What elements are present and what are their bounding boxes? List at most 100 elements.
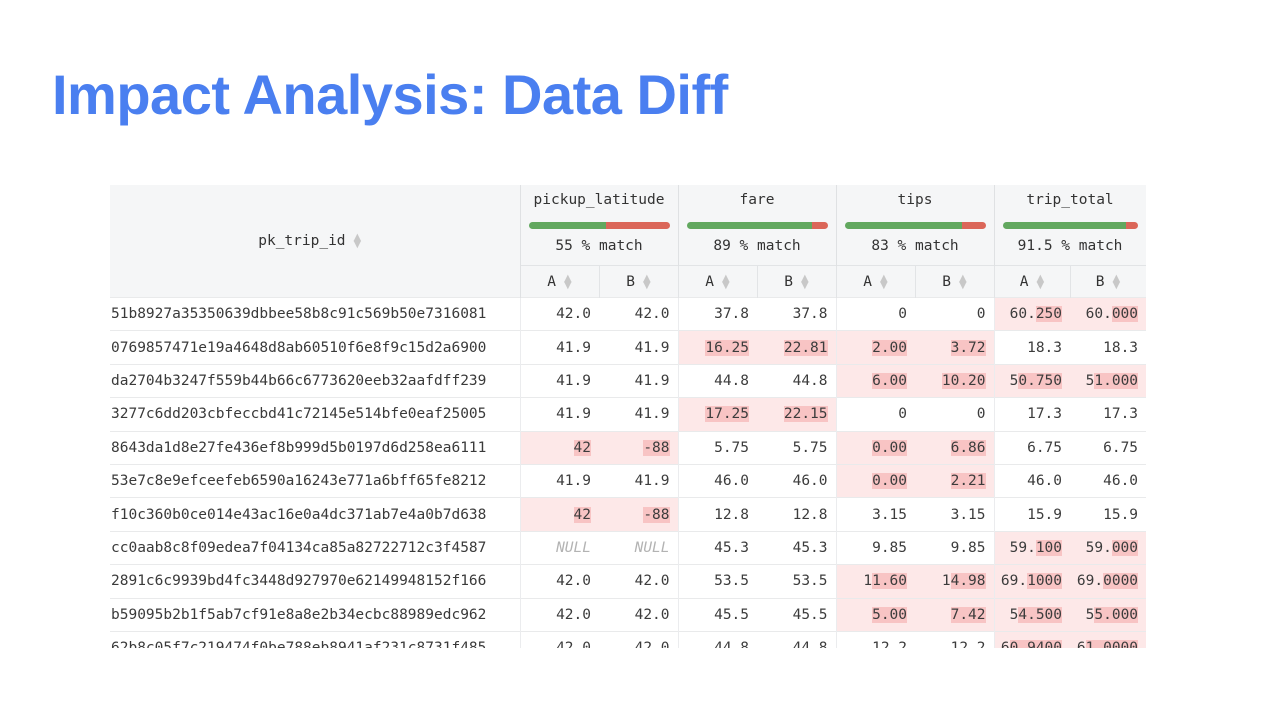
sub-header-a-trip-total[interactable]: A ▲ ▼ — [994, 265, 1071, 298]
value-cell-a: 3.15 — [835, 497, 916, 532]
value-cell-a: 54.500 — [993, 597, 1071, 632]
value-unchanged: 5 — [1009, 372, 1019, 389]
value-cell-b: 41.9 — [599, 330, 679, 365]
value-cell-a: 46.0 — [993, 463, 1071, 498]
match-percentage: 55 % match — [555, 238, 643, 254]
value-cell-b: 45.3 — [757, 530, 837, 565]
value-cell-b: 69.0000 — [1070, 564, 1146, 599]
sub-header-b-trip-total[interactable]: B ▲ ▼ — [1070, 265, 1146, 298]
value-changed: 5.000 — [1094, 606, 1139, 623]
value-cell-a: 53.5 — [677, 564, 758, 599]
column-name: pickup_latitude — [533, 192, 665, 208]
value-changed: 000 — [1111, 539, 1139, 556]
value-cell-a: 18.3 — [993, 330, 1071, 365]
value-cell-a: 42.0 — [519, 564, 599, 599]
table-row: 51b8927a35350639dbbee58b8c91c569b50e7316… — [110, 296, 1146, 331]
value-changed: -88 — [643, 506, 670, 523]
value-cell-a: 12.2 — [835, 630, 916, 648]
value-changed: 0.9400 — [1009, 640, 1063, 648]
value-changed: 16.25 — [705, 339, 750, 356]
value-changed: 42 — [573, 506, 591, 523]
value-unchanged: 1 — [941, 573, 951, 590]
table-row: 3277c6dd203cbfeccbd41c72145e514bfe0eaf25… — [110, 397, 1146, 432]
value-changed: 250 — [1035, 306, 1063, 323]
value-cell-b: 12.2 — [915, 630, 995, 648]
value-cell-a: 42 — [519, 430, 599, 465]
value-cell-a: 69.1000 — [993, 564, 1071, 599]
value-cell-b: 6.86 — [915, 430, 995, 465]
sub-header-a-fare[interactable]: A ▲ ▼ — [678, 265, 758, 298]
value-cell-a: 12.8 — [677, 497, 758, 532]
value-changed: 0000 — [1103, 573, 1139, 590]
table-row: da2704b3247f559b44b66c6773620eeb32aafdff… — [110, 363, 1146, 398]
value-cell-b: 59.000 — [1070, 530, 1146, 565]
value-cell-a: 37.8 — [677, 296, 758, 331]
value-cell-a: 41.9 — [519, 397, 599, 432]
sort-icon[interactable]: ▲ ▼ — [643, 272, 651, 291]
sort-icon[interactable]: ▲ ▼ — [880, 272, 888, 291]
value-cell-a: 42 — [519, 497, 599, 532]
sub-header-label: B — [784, 273, 794, 290]
match-bar-matched — [1002, 222, 1127, 229]
sub-header-label: B — [942, 273, 952, 290]
value-changed: 3.72 — [950, 339, 986, 356]
value-cell-b: 3.72 — [915, 330, 995, 365]
pk-cell: cc0aab8c8f09edea7f04134ca85a82722712c3f4… — [110, 530, 520, 565]
match-bar-matched — [528, 222, 607, 229]
pk-cell: 3277c6dd203cbfeccbd41c72145e514bfe0eaf25… — [110, 397, 520, 432]
sub-header-b-pickup-latitude[interactable]: B ▲ ▼ — [599, 265, 679, 298]
value-cell-b: 15.9 — [1070, 497, 1146, 532]
sub-header-a-tips[interactable]: A ▲ ▼ — [836, 265, 916, 298]
column-header-pk-trip-id[interactable]: pk_trip_id ▲ ▼ — [110, 185, 521, 298]
value-cell-b: 41.9 — [599, 463, 679, 498]
value-cell-a: 0.00 — [835, 430, 916, 465]
value-cell-a: 6.00 — [835, 363, 916, 398]
match-percentage: 89 % match — [713, 238, 801, 254]
value-changed: 2.00 — [872, 339, 908, 356]
match-bar — [844, 222, 986, 229]
value-cell-a: 2.00 — [835, 330, 916, 365]
sub-header-a-pickup-latitude[interactable]: A ▲ ▼ — [520, 265, 600, 298]
value-unchanged: 69. — [1000, 573, 1028, 590]
value-cell-a: 6.75 — [993, 430, 1071, 465]
value-changed: 42 — [573, 439, 591, 456]
value-changed: 10.20 — [941, 372, 986, 389]
value-changed: 0.00 — [872, 473, 908, 490]
pk-cell: 0769857471e19a4648d8ab60510f6e8f9c15d2a6… — [110, 330, 520, 365]
sort-icon[interactable]: ▲ ▼ — [722, 272, 730, 291]
value-cell-a: 5.00 — [835, 597, 916, 632]
column-group-trip-total: trip_total 91.5 % match — [994, 185, 1146, 266]
sub-header-b-tips[interactable]: B ▲ ▼ — [915, 265, 995, 298]
value-cell-a: 50.750 — [993, 363, 1071, 398]
sort-icon[interactable]: ▲ ▼ — [801, 272, 809, 291]
value-cell-b: 9.85 — [915, 530, 995, 565]
sort-icon[interactable]: ▲ ▼ — [1112, 272, 1121, 291]
sort-icon[interactable]: ▲ ▼ — [1036, 272, 1045, 291]
table-row: 62b8c05f7c219474f0be788eb8941af231c8731f… — [110, 630, 1146, 648]
value-cell-a: 41.9 — [519, 463, 599, 498]
value-changed: 4.98 — [950, 573, 986, 590]
value-cell-b: 3.15 — [915, 497, 995, 532]
value-unchanged: 69. — [1076, 573, 1104, 590]
sub-header-label: A — [863, 273, 873, 290]
sub-header-b-fare[interactable]: B ▲ ▼ — [757, 265, 837, 298]
value-cell-a: 15.9 — [993, 497, 1071, 532]
value-cell-b: 0 — [915, 296, 995, 331]
value-changed: 100 — [1035, 539, 1063, 556]
value-cell-a: 44.8 — [677, 363, 758, 398]
value-cell-a: 0 — [835, 296, 916, 331]
value-cell-b: 10.20 — [915, 363, 995, 398]
value-cell-a: 0.00 — [835, 463, 916, 498]
match-percentage: 91.5 % match — [1017, 238, 1123, 254]
value-changed: 0.750 — [1018, 372, 1063, 389]
sort-icon[interactable]: ▲ ▼ — [959, 272, 967, 291]
sort-icon[interactable]: ▲ ▼ — [353, 232, 362, 250]
value-cell-a: 46.0 — [677, 463, 758, 498]
sort-icon[interactable]: ▲ ▼ — [564, 272, 572, 291]
value-changed: 22.81 — [783, 339, 828, 356]
value-changed: 7.42 — [950, 606, 986, 623]
value-cell-b: 42.0 — [599, 597, 679, 632]
value-cell-b: 2.21 — [915, 463, 995, 498]
value-cell-b: 22.81 — [757, 330, 837, 365]
value-cell-a: 60.250 — [993, 296, 1071, 331]
